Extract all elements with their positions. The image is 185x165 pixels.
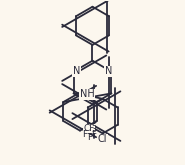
Text: N: N	[105, 66, 112, 76]
Text: N: N	[73, 66, 80, 76]
Text: Cl: Cl	[98, 134, 107, 144]
Text: CF: CF	[84, 124, 95, 133]
Text: 3: 3	[92, 125, 97, 134]
Text: F: F	[82, 130, 87, 139]
Text: NH: NH	[80, 89, 95, 99]
Text: F: F	[91, 130, 96, 139]
Text: F: F	[87, 133, 92, 142]
